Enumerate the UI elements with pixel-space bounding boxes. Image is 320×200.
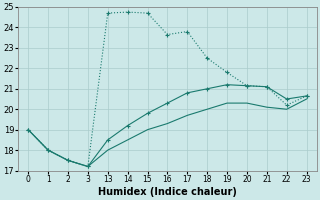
X-axis label: Humidex (Indice chaleur): Humidex (Indice chaleur): [98, 187, 237, 197]
